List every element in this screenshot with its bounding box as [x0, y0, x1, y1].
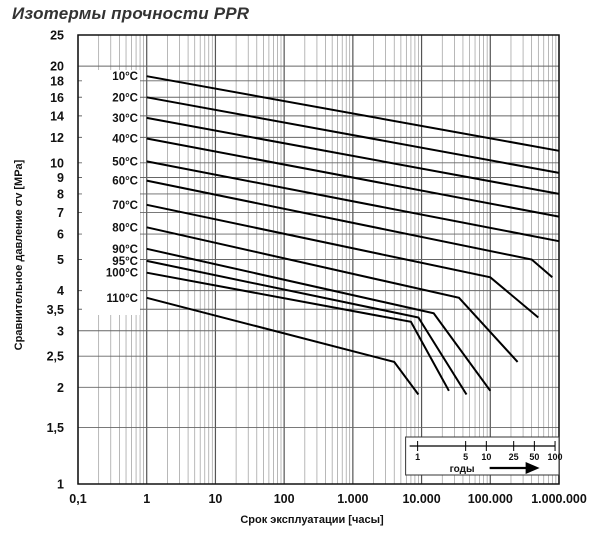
y-tick-label: 4 [57, 284, 64, 298]
years-arrow-head [525, 462, 540, 474]
series-label: 30°C [112, 113, 138, 125]
y-tick-label: 12 [50, 131, 64, 145]
y-tick-label: 9 [57, 171, 64, 185]
years-axis-label: годы [450, 464, 475, 475]
series-line [146, 296, 420, 396]
y-tick-label: 7 [57, 206, 64, 220]
x-tick-label: 10 [208, 492, 222, 506]
y-axis-label: Сравнительное давление σv [MPa] [13, 159, 25, 350]
years-tick-label: 1 [415, 452, 420, 462]
series-line [146, 137, 560, 218]
plot-frame [77, 34, 560, 485]
series-label: 110°C [107, 293, 138, 305]
series-line [146, 160, 560, 243]
y-tick-label: 25 [50, 29, 64, 43]
series-line [146, 179, 553, 279]
years-tick-label: 25 [509, 452, 519, 462]
series-label-background [82, 70, 140, 315]
x-axis-label: Срок эксплуатации [часы] [240, 514, 384, 526]
x-tick-label: 1.000.000 [531, 492, 587, 506]
series-line [146, 247, 492, 392]
x-tick-label: 1 [143, 492, 150, 506]
series-label: 60°C [112, 176, 138, 188]
y-tick-label: 2 [57, 381, 64, 395]
y-tick-label: 2,5 [47, 350, 64, 364]
y-tick-label: 1 [57, 478, 64, 492]
series-label: 90°C [112, 244, 138, 256]
y-tick-label: 3,5 [47, 303, 64, 317]
series-label: 95°C [112, 256, 138, 268]
series-label: 100°C [106, 268, 138, 280]
years-tick-label: 50 [529, 452, 539, 462]
y-tick-label: 20 [50, 60, 64, 74]
series-line [146, 75, 560, 152]
series-line [146, 96, 560, 174]
y-tick-label: 6 [57, 228, 64, 242]
series-labels: 10°C 20°C 30°C 40°C 50°C 60°C 70°C 80°C 90°C95°C… [106, 71, 138, 305]
x-tick-label: 1.000 [337, 492, 368, 506]
series-line [146, 271, 450, 392]
chart-title: Изотермы прочности PPR [12, 4, 250, 23]
y-tick-label: 1,5 [47, 421, 64, 435]
years-inset: 1 5 10 25 50 100 годы [405, 436, 563, 476]
series-label: 10°C [112, 71, 138, 83]
x-tick-label: 100 [274, 492, 295, 506]
series-line [146, 203, 539, 319]
series-label-area [82, 70, 140, 315]
y-tick-label: 18 [50, 74, 64, 88]
series-label: 80°C [112, 222, 138, 234]
series-line [146, 259, 468, 396]
x-axis-ticks: 0,1 1 10 100 1.000 10.000 100.000 1.000.000 [69, 492, 587, 506]
series-label: 40°C [112, 134, 138, 146]
y-tick-label: 8 [57, 187, 64, 201]
y-tick-label: 16 [50, 91, 64, 105]
series-lines [146, 75, 560, 396]
x-tick-label: 100.000 [468, 492, 513, 506]
series-line [146, 116, 560, 195]
years-tick-label: 100 [548, 452, 563, 462]
y-tick-label: 5 [57, 253, 64, 267]
y-tick-label: 10 [50, 156, 64, 170]
y-tick-label: 3 [57, 324, 64, 338]
series-label: 20°C [112, 92, 138, 104]
years-tick-label: 10 [481, 452, 491, 462]
series-label: 70°C [112, 200, 138, 212]
series-line [146, 226, 519, 363]
years-tick-label: 5 [463, 452, 468, 462]
x-tick-label: 10.000 [402, 492, 440, 506]
series-label: 50°C [112, 156, 138, 168]
x-tick-label: 0,1 [69, 492, 86, 506]
y-tick-label: 14 [50, 109, 64, 123]
